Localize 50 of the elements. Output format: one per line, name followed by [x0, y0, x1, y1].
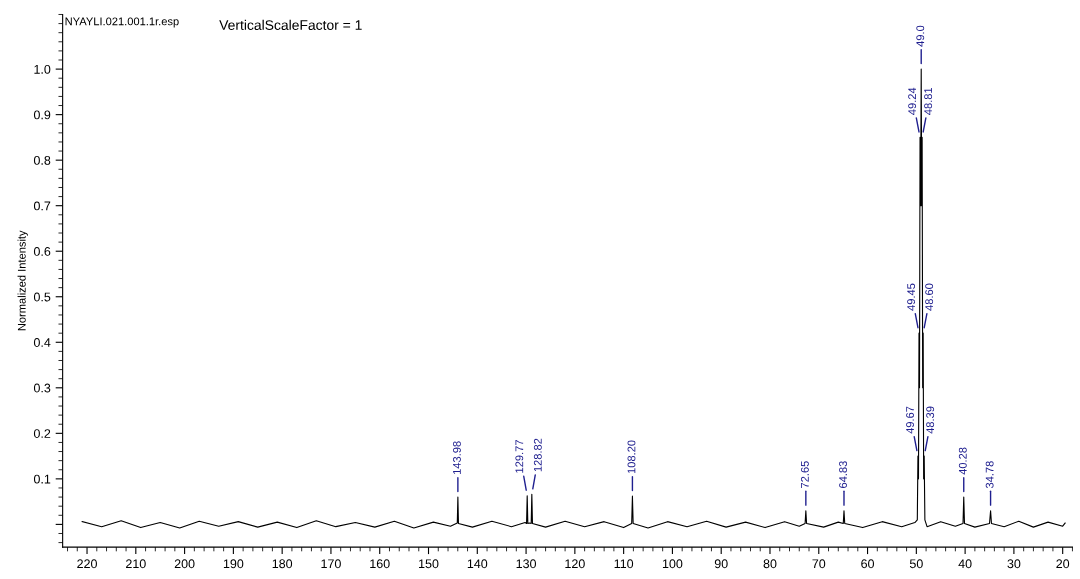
annotation: 48.81 [924, 87, 933, 115]
x-tick-label: 170 [321, 559, 341, 569]
x-tick-label: 200 [174, 559, 195, 569]
annotation: 48.60 [925, 283, 934, 311]
x-tick-label: 150 [419, 559, 439, 569]
y-tick-label: 1.0 [34, 64, 51, 74]
x-tick-label: 70 [812, 559, 826, 569]
x-tick-label: 110 [614, 559, 634, 569]
y-tick-label: 0.4 [33, 338, 51, 347]
y-tick-label: 0.3 [33, 383, 51, 393]
y-tick-label: 0.1 [33, 474, 51, 484]
annotation: 64.83 [839, 461, 847, 488]
x-tick-label: 180 [272, 559, 293, 569]
x-tick-label: 100 [662, 559, 683, 569]
x-tick-label: 80 [763, 559, 777, 569]
chart-subtitle: VerticalScaleFactor = 1 [219, 19, 362, 30]
y-tick-label: 0.9 [33, 110, 51, 120]
annotation: 129.77 [515, 440, 524, 473]
x-tick-label: 60 [861, 559, 875, 569]
annotation: 49.45 [907, 283, 916, 311]
x-tick-label: 50 [909, 559, 923, 569]
y-tick-label: 0.5 [33, 292, 51, 302]
y-tick-label: 0.8 [33, 155, 51, 165]
chart-title: NYAYLI.021.001.1r.esp [65, 17, 179, 28]
y-tick-label: 0.2 [33, 429, 51, 438]
y-axis-title: Normalized Intensity [17, 230, 28, 331]
annotation: 108.20 [627, 440, 636, 474]
annotation: 49.0 [916, 25, 925, 47]
x-tick-label: 40 [958, 559, 972, 569]
y-tick-label: 0.7 [33, 201, 51, 211]
annotation: 40.28 [958, 447, 967, 475]
y-tick-label: 0.6 [33, 247, 51, 256]
x-tick-label: 140 [467, 559, 488, 569]
line-series [81, 68, 1066, 529]
x-tick-label: 190 [223, 559, 244, 569]
x-tick-label: 220 [77, 559, 97, 569]
x-tick-label: 20 [1056, 559, 1070, 569]
x-tick-label: 130 [516, 559, 537, 569]
x-tick-label: 30 [1007, 559, 1021, 569]
annotation: 34.78 [985, 461, 994, 489]
x-tick-label: 120 [565, 559, 585, 569]
x-tick-label: 160 [370, 559, 390, 569]
x-tick-label: 90 [714, 559, 728, 569]
annotation: 49.24 [908, 87, 917, 115]
annotation: 72.65 [800, 461, 809, 488]
annotation: 143.98 [452, 441, 461, 474]
annotation: 48.39 [926, 406, 935, 434]
annotation: 49.67 [906, 406, 914, 434]
x-tick-label: 210 [126, 559, 146, 569]
annotation: 128.82 [533, 438, 542, 472]
